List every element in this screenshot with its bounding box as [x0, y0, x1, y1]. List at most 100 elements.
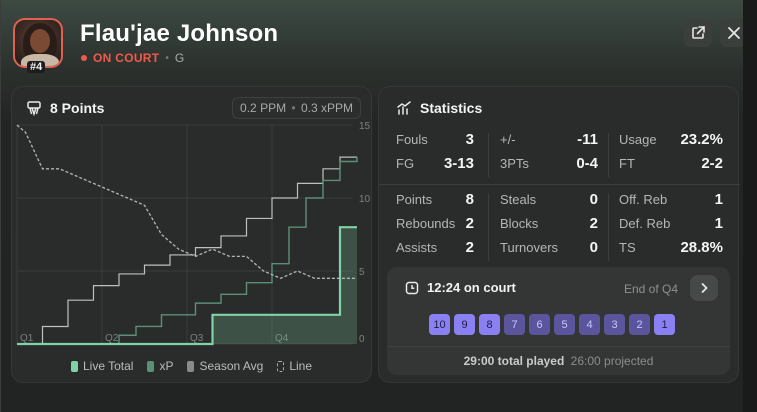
stat-value: 0-4 [576, 155, 598, 172]
stat-label: 3PTs [500, 156, 529, 171]
minute-block: 3 [604, 314, 625, 335]
stat-label: Blocks [500, 216, 539, 231]
stat-3pts: 3PTs 0-4 [500, 155, 598, 172]
y-tick-label: 0 [359, 334, 365, 345]
stat-: +/- -11 [500, 131, 598, 148]
season-avg-line [17, 156, 357, 345]
stat-assists: Assists 2 [396, 239, 474, 256]
statistics-title: Statistics [396, 100, 482, 116]
stat-ft: FT 2-2 [619, 155, 723, 172]
x-tick-label: Q3 [190, 333, 204, 344]
status-dot [81, 55, 87, 61]
live-total-line [17, 226, 357, 346]
statistics-panel: Statistics Fouls 3 +/- -11 Usage 23.2% FG 3-13 3… [378, 86, 740, 383]
stat-column-separator [488, 193, 489, 261]
stats-top-grid: Fouls 3 +/- -11 Usage 23.2% FG 3-13 3PTs 0-4 FT 2-2 [379, 131, 740, 179]
minute-block: 5 [554, 314, 575, 335]
stat-ts: TS 28.8% [619, 239, 723, 256]
on-court-time: 12:24 on court [427, 280, 516, 295]
stat-points: Points 8 [396, 191, 474, 208]
stat-value: 2 [465, 239, 474, 256]
basketball-hoop-icon [27, 101, 41, 116]
stat-fg: FG 3-13 [396, 155, 474, 172]
points-title-text: 8 Points [50, 100, 105, 116]
total-played: 29:00 total played [463, 354, 565, 368]
xp-line [17, 157, 358, 345]
chevron-right-icon [701, 283, 708, 293]
stats-divider [379, 184, 740, 185]
stat-value: 8 [465, 191, 474, 208]
period-label: End of Q4 [623, 282, 678, 296]
minute-block: 10 [429, 314, 450, 335]
stat-rebounds: Rebounds 2 [396, 215, 474, 232]
legend-xp[interactable]: xP [147, 359, 173, 373]
stat-value: 28.8% [680, 239, 723, 256]
stat-value: 2 [589, 215, 598, 232]
points-panel: 8 Points 0.2 PPM • 0.3 xPPM Q1 Q2 Q3 Q4 0 5 10… [11, 86, 372, 383]
y-tick-label: 15 [359, 121, 371, 132]
stat-value: -11 [577, 131, 598, 148]
minute-block: 4 [579, 314, 600, 335]
legend-live-total[interactable]: Live Total [70, 359, 133, 373]
stat-off-reb: Off. Reb 1 [619, 191, 723, 208]
ppm-value: 0.2 PPM [240, 101, 287, 115]
stat-label: +/- [500, 132, 516, 147]
on-court-divider [387, 346, 730, 347]
y-tick-label: 5 [359, 267, 365, 278]
stat-column-separator [488, 133, 489, 177]
chart-legend: Live Total xP Season Avg Line [12, 359, 371, 373]
stat-value: 1 [714, 215, 723, 232]
next-period-button[interactable] [690, 275, 718, 301]
minutes-strip: 10 9 8 7 6 5 4 3 2 1 [429, 314, 675, 335]
share-button[interactable] [684, 19, 712, 47]
stat-blocks: Blocks 2 [500, 215, 598, 232]
y-tick-label: 10 [359, 194, 371, 205]
stat-value: 3 [465, 131, 474, 148]
minute-block: 8 [479, 314, 500, 335]
stats-bottom-grid: Points 8 Steals 0 Off. Reb 1 Rebounds 2 Blocks 2 D… [379, 191, 740, 261]
close-icon [728, 27, 740, 39]
stat-label: Def. Reb [619, 216, 671, 231]
x-tick-label: Q1 [20, 333, 34, 344]
stat-label: Fouls [396, 132, 428, 147]
stat-label: Assists [396, 240, 438, 255]
points-chart: Q1 Q2 Q3 Q4 0 5 10 15 [16, 121, 371, 346]
legend-line[interactable]: Line [277, 359, 312, 373]
statistics-title-text: Statistics [420, 100, 483, 116]
legend-season-avg[interactable]: Season Avg [187, 359, 263, 373]
status-separator: • [165, 52, 169, 64]
stat-label: TS [619, 240, 636, 255]
player-name: Flau'jae Johnson [80, 20, 279, 47]
stat-label: Off. Reb [619, 192, 668, 207]
stat-column-separator [608, 133, 609, 177]
minute-block: 1 [654, 314, 675, 335]
projected-minutes: 26:00 projected [570, 354, 654, 368]
stat-label: FT [619, 156, 635, 171]
stat-value: 3-13 [443, 155, 474, 172]
stat-column-separator [608, 193, 609, 261]
minutes-footer: 29:00 total played 26:00 projected [387, 354, 730, 368]
x-tick-label: Q2 [105, 333, 119, 344]
ppm-badge: 0.2 PPM • 0.3 xPPM [232, 97, 361, 119]
status-label: ON COURT [93, 51, 160, 65]
stat-fouls: Fouls 3 [396, 131, 474, 148]
stat-usage: Usage 23.2% [619, 131, 723, 148]
stat-label: Rebounds [396, 216, 456, 231]
stat-value: 0 [589, 239, 598, 256]
on-court-card: 12:24 on court End of Q4 10 9 8 7 6 5 4 3 2 1 29:… [387, 267, 730, 375]
clock-icon [405, 281, 419, 294]
stat-value: 0 [589, 191, 598, 208]
jersey-number: #4 [27, 61, 46, 73]
points-title: 8 Points [26, 100, 104, 116]
stat-label: Steals [500, 192, 537, 207]
bar-chart-icon [397, 101, 411, 115]
stat-value: 23.2% [680, 131, 723, 148]
line-series [16, 124, 357, 280]
stat-def-reb: Def. Reb 1 [619, 215, 723, 232]
window-edge [743, 0, 757, 412]
player-status: ON COURT • G [81, 51, 184, 65]
xppm-value: 0.3 xPPM [300, 101, 353, 115]
stat-label: Usage [619, 132, 657, 147]
on-court-title: 12:24 on court [405, 280, 516, 295]
